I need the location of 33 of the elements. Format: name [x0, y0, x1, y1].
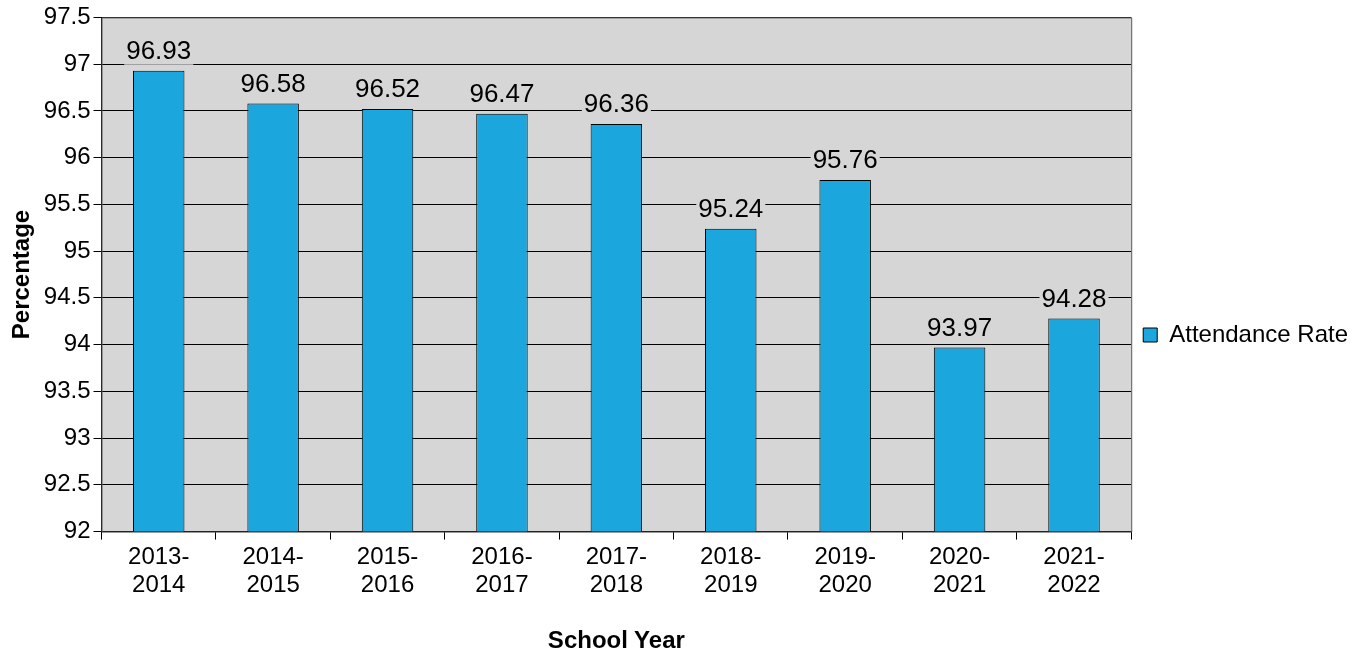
y-tick-label: 96.5 [43, 95, 91, 123]
y-tick-label: 92.5 [43, 469, 91, 497]
data-label: 93.97 [927, 311, 993, 342]
data-label: 96.93 [126, 34, 192, 65]
y-axis-title: Percentage [7, 209, 35, 340]
y-tick-label: 96 [63, 142, 91, 170]
data-label: 96.47 [469, 77, 535, 108]
y-tick-label: 97 [63, 48, 91, 76]
y-tick-label: 95.5 [43, 189, 91, 217]
data-label: 95.76 [812, 144, 878, 175]
x-tick-label: 2020-2021 [928, 541, 991, 598]
y-tick-label: 97.5 [43, 2, 91, 30]
x-tick-label: 2021-2022 [1043, 541, 1105, 598]
x-tick-label: 2014-2015 [242, 541, 304, 598]
x-tick-label: 2015-2016 [356, 541, 419, 598]
data-label: 96.58 [240, 67, 306, 98]
data-label: 95.24 [698, 192, 764, 223]
legend-label: Attendance Rate [1169, 319, 1348, 347]
x-axis-title: School Year [547, 626, 685, 654]
x-tick-label: 2018-2019 [700, 541, 762, 598]
x-tick-label: 2013-2014 [128, 541, 190, 598]
data-label: 96.52 [355, 73, 421, 104]
y-tick-label: 95 [63, 235, 91, 263]
x-tick-label: 2016-2017 [471, 541, 533, 598]
y-tick-label: 92 [63, 516, 91, 544]
y-tick-label: 94 [63, 329, 91, 357]
x-tick-label: 2017-2018 [585, 541, 648, 598]
data-label: 96.36 [583, 88, 649, 119]
y-tick-label: 93.5 [43, 375, 91, 403]
y-tick-label: 94.5 [43, 282, 91, 310]
y-tick-label: 93 [63, 422, 91, 450]
x-tick-label: 2019-2020 [814, 541, 876, 598]
data-label: 94.28 [1041, 282, 1107, 313]
